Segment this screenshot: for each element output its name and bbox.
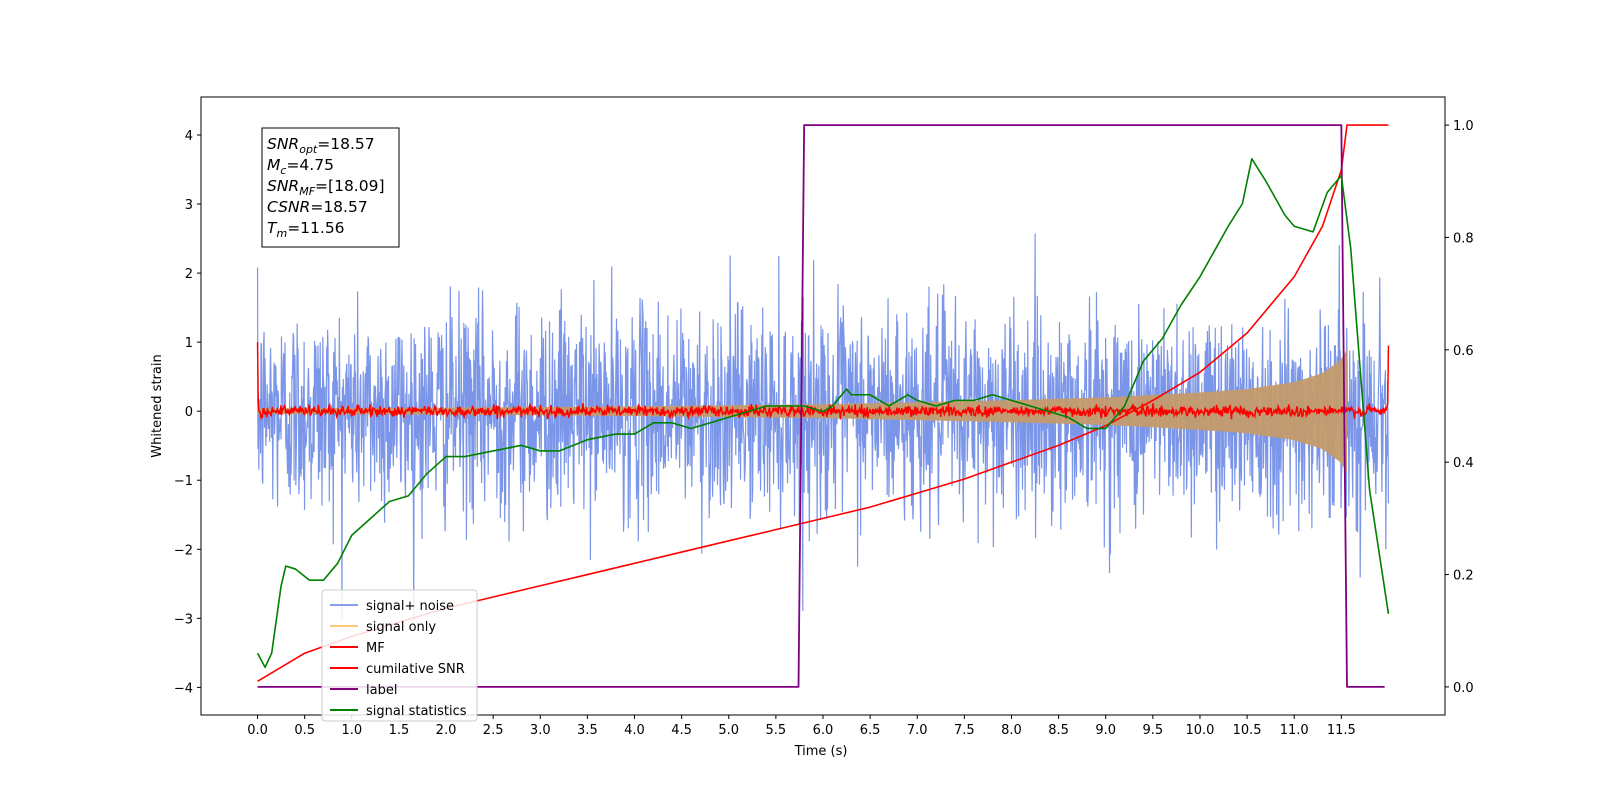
- y2-tick-label: 0.4: [1453, 456, 1474, 471]
- series-label-line: [257, 124, 1385, 688]
- annotation-symbol: SNR: [267, 177, 299, 195]
- legend-label: signal statistics: [366, 704, 467, 719]
- legend-label: MF: [366, 641, 385, 656]
- y2-tick-label: 0.2: [1453, 569, 1474, 584]
- x-tick-label: 1.5: [389, 723, 410, 738]
- annotation-value: =18.57: [310, 198, 367, 216]
- x-tick-label: 11.5: [1327, 723, 1356, 738]
- y-axis-label: Whitened strain: [150, 354, 165, 457]
- annotation-symbol: M: [267, 156, 280, 174]
- annotation-value: =18.57: [317, 135, 374, 153]
- y2-tick-label: 1.0: [1453, 119, 1474, 134]
- x-tick-label: 8.5: [1048, 723, 1069, 738]
- series-signal-statistics-line: [256, 158, 1390, 669]
- x-tick-label: 4.0: [624, 723, 645, 738]
- annotation-symbol: SNR: [267, 135, 299, 153]
- x-tick-label: 4.5: [671, 723, 692, 738]
- annotation-subscript: c: [280, 164, 286, 177]
- x-tick-label: 10.5: [1233, 723, 1262, 738]
- x-tick-label: 0.0: [247, 723, 268, 738]
- legend: signal+ noise signal only MF cumilative SNR…: [321, 589, 478, 722]
- y-tick-label: −1: [174, 474, 193, 489]
- x-tick-label: 5.0: [718, 723, 739, 738]
- annotation-line: Mc=4.75: [267, 156, 334, 177]
- y-tick-label: 0: [185, 405, 193, 420]
- y-tick-label: −2: [174, 543, 193, 558]
- y-axis-left: −4 −3 −2 −1 0 1 2 3 4: [174, 129, 201, 696]
- legend-label: label: [366, 683, 397, 698]
- legend-label: cumilative SNR: [366, 662, 465, 677]
- x-tick-label: 3.5: [577, 723, 598, 738]
- annotation-subscript: opt: [299, 143, 318, 156]
- y-tick-label: 4: [185, 129, 193, 144]
- x-tick-label: 10.0: [1185, 723, 1214, 738]
- series-mf-line: [256, 342, 1390, 421]
- x-tick-label: 9.5: [1143, 723, 1164, 738]
- y-tick-label: 1: [185, 336, 193, 351]
- y-tick-label: −4: [174, 681, 193, 696]
- annotation-subscript: MF: [299, 185, 315, 198]
- annotation-line: SNRMF=[18.09]: [267, 177, 385, 198]
- annotation-subscript: m: [276, 227, 287, 240]
- x-tick-label: 9.0: [1095, 723, 1116, 738]
- y-tick-label: 2: [185, 267, 193, 282]
- annotation-line: Tm=11.56: [267, 219, 345, 240]
- x-tick-label: 7.0: [907, 723, 928, 738]
- x-tick-label: 2.5: [483, 723, 504, 738]
- y-tick-label: −3: [174, 612, 193, 627]
- legend-label: signal+ noise: [366, 599, 454, 614]
- y2-tick-label: 0.6: [1453, 344, 1474, 359]
- x-tick-label: 11.0: [1280, 723, 1309, 738]
- stats-annotation-box: SNRopt=18.57Mc=4.75SNRMF=[18.09]CSNR=18.…: [261, 127, 400, 248]
- x-tick-label: 0.5: [294, 723, 315, 738]
- x-tick-label: 8.0: [1001, 723, 1022, 738]
- y-axis-right: 0.0 0.2 0.4 0.6 0.8 1.0: [1445, 119, 1474, 696]
- y-tick-label: 3: [185, 198, 193, 213]
- annotation-value: =11.56: [287, 219, 344, 237]
- x-tick-label: 5.5: [766, 723, 787, 738]
- x-tick-label: 3.0: [530, 723, 551, 738]
- x-axis-label: Time (s): [794, 744, 848, 759]
- annotation-symbol: CSNR: [267, 198, 310, 216]
- x-tick-label: 1.0: [341, 723, 362, 738]
- y2-tick-label: 0.0: [1453, 681, 1474, 696]
- annotation-line: CSNR=18.57: [267, 198, 368, 216]
- annotation-line: SNRopt=18.57: [267, 135, 375, 156]
- x-tick-label: 6.5: [860, 723, 881, 738]
- x-tick-label: 2.0: [436, 723, 457, 738]
- annotation-value: =[18.09]: [315, 177, 384, 195]
- x-axis: 0.0 0.5 1.0 1.5 2.0 2.5 3.0 3.5 4.0 4.5 5.0 5.5 6.0 6…: [247, 715, 1356, 738]
- x-tick-label: 6.0: [813, 723, 834, 738]
- y2-tick-label: 0.8: [1453, 231, 1474, 246]
- legend-label: signal only: [366, 620, 436, 635]
- annotation-symbol: T: [267, 219, 278, 237]
- x-tick-label: 7.5: [954, 723, 975, 738]
- annotation-value: =4.75: [286, 156, 334, 174]
